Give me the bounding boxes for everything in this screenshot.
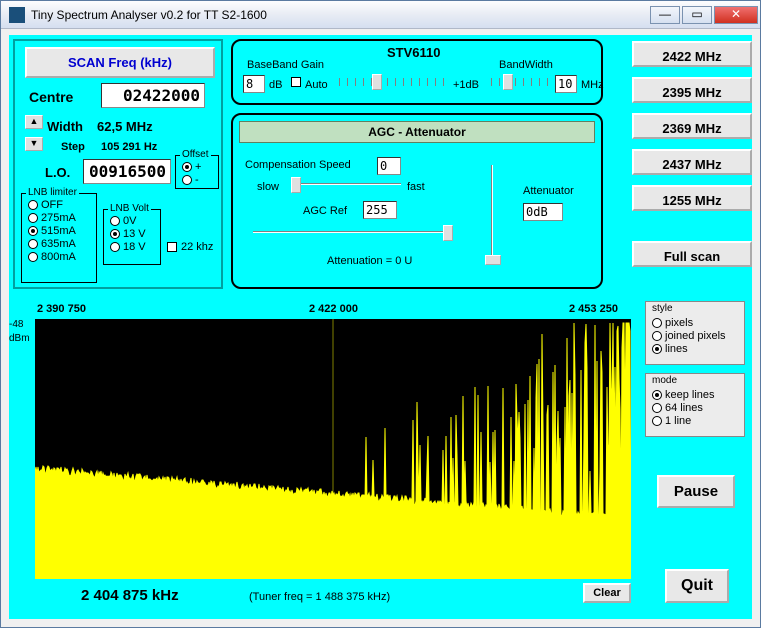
lnb-volt-legend: LNB Volt	[108, 203, 151, 214]
offset-legend: Offset	[180, 149, 211, 160]
style-opt-2[interactable]: lines	[652, 343, 738, 355]
lnb-limiter-opt-0[interactable]: OFF	[28, 199, 90, 211]
agc-ref-slider[interactable]	[253, 223, 453, 241]
stv-panel: STV6110 BaseBand Gain dB Auto +1dB BandW…	[231, 39, 603, 105]
preset-button-1[interactable]: 2395 MHz	[632, 77, 752, 103]
lnb-volt-opt-2[interactable]: 18 V	[110, 241, 154, 253]
lnb-limiter-opt-1[interactable]: 275mA	[28, 212, 90, 224]
gain-slider[interactable]	[339, 73, 449, 91]
22khz-checkbox[interactable]: 22 khz	[167, 241, 213, 253]
agc-title: AGC - Attenuator	[239, 121, 595, 143]
mode-opt-2[interactable]: 1 line	[652, 415, 738, 427]
lnb-limiter-group: LNB limiter OFF275mA515mA635mA800mA	[21, 193, 97, 283]
lnb-limiter-legend: LNB limiter	[26, 187, 79, 198]
freq-center: 2 422 000	[309, 303, 358, 315]
comp-slider[interactable]	[291, 175, 401, 193]
window-title: Tiny Spectrum Analyser v0.2 for TT S2-16…	[31, 8, 648, 22]
preset-button-2[interactable]: 2369 MHz	[632, 113, 752, 139]
fullscan-button[interactable]: Full scan	[632, 241, 752, 267]
offset-minus[interactable]: -	[182, 174, 212, 186]
stv-title: STV6110	[387, 45, 441, 60]
quit-button[interactable]: Quit	[665, 569, 729, 603]
lo-label: L.O.	[45, 165, 70, 180]
atten-result: Attenuation = 0 U	[327, 255, 412, 267]
agc-ref-label: AGC Ref	[303, 205, 347, 217]
y-top: -48	[9, 319, 23, 330]
style-opt-1[interactable]: joined pixels	[652, 330, 738, 342]
comp-input[interactable]	[377, 157, 401, 175]
slow-label: slow	[257, 181, 279, 193]
lnb-volt-group: LNB Volt 0V13 V18 V	[103, 209, 161, 265]
attenuator-input[interactable]	[523, 203, 563, 221]
pause-button[interactable]: Pause	[657, 475, 735, 508]
width-up-button[interactable]: ▲	[25, 115, 43, 129]
preset-button-0[interactable]: 2422 MHz	[632, 41, 752, 67]
lo-input[interactable]	[83, 159, 171, 184]
bw-input[interactable]	[555, 75, 577, 93]
titlebar[interactable]: Tiny Spectrum Analyser v0.2 for TT S2-16…	[1, 1, 760, 29]
app-window: Tiny Spectrum Analyser v0.2 for TT S2-16…	[0, 0, 761, 628]
scan-header-button[interactable]: SCAN Freq (kHz)	[25, 47, 215, 78]
offset-group: Offset + -	[175, 155, 219, 189]
maximize-button[interactable]: ▭	[682, 6, 712, 24]
mode-opt-0[interactable]: keep lines	[652, 389, 738, 401]
bbgain-label: BaseBand Gain	[247, 59, 324, 71]
y-unit: dBm	[9, 333, 30, 344]
bbgain-input[interactable]	[243, 75, 265, 93]
agc-ref-input[interactable]	[363, 201, 397, 219]
lnb-limiter-opt-4[interactable]: 800mA	[28, 251, 90, 263]
mode-opt-1[interactable]: 64 lines	[652, 402, 738, 414]
auto-checkbox[interactable]	[291, 77, 301, 90]
spectrum-svg	[35, 319, 631, 579]
spectrum-display[interactable]	[35, 319, 631, 579]
step-label: Step	[61, 141, 85, 153]
lnb-limiter-opt-3[interactable]: 635mA	[28, 238, 90, 250]
client-area: SCAN Freq (kHz) Centre ▲ ▼ Width 62,5 MH…	[9, 35, 752, 619]
agc-panel: AGC - Attenuator Compensation Speed slow…	[231, 113, 603, 289]
fast-label: fast	[407, 181, 425, 193]
minimize-button[interactable]: —	[650, 6, 680, 24]
style-legend: style	[652, 303, 673, 314]
width-down-button[interactable]: ▼	[25, 137, 43, 151]
clear-button[interactable]: Clear	[583, 583, 631, 603]
tuner-line: (Tuner freq = 1 488 375 kHz)	[249, 591, 390, 603]
lnb-limiter-opt-2[interactable]: 515mA	[28, 225, 90, 237]
freq-right: 2 453 250	[569, 303, 618, 315]
auto-label: Auto	[305, 79, 328, 91]
freq-left: 2 390 750	[37, 303, 86, 315]
close-button[interactable]: ✕	[714, 6, 758, 24]
comp-label: Compensation Speed	[245, 159, 351, 171]
bw-slider[interactable]	[491, 73, 551, 91]
attenuator-label: Attenuator	[523, 185, 574, 197]
lnb-volt-opt-1[interactable]: 13 V	[110, 228, 154, 240]
lnb-volt-opt-0[interactable]: 0V	[110, 215, 154, 227]
scan-panel: SCAN Freq (kHz) Centre ▲ ▼ Width 62,5 MH…	[13, 39, 223, 289]
preset-button-4[interactable]: 1255 MHz	[632, 185, 752, 211]
style-opt-0[interactable]: pixels	[652, 317, 738, 329]
style-group: style pixelsjoined pixelslines	[645, 301, 745, 365]
plus1db-label: +1dB	[453, 79, 479, 91]
cursor-freq: 2 404 875 kHz	[81, 587, 179, 604]
preset-button-3[interactable]: 2437 MHz	[632, 149, 752, 175]
attenuator-vslider[interactable]	[483, 165, 503, 265]
width-label: Width	[47, 119, 83, 134]
bw-label: BandWidth	[499, 59, 553, 71]
mode-group: mode keep lines64 lines1 line	[645, 373, 745, 437]
offset-plus[interactable]: +	[182, 161, 212, 173]
mode-legend: mode	[652, 375, 677, 386]
checkbox-icon	[167, 242, 177, 252]
centre-label: Centre	[29, 89, 73, 105]
app-icon	[9, 7, 25, 23]
step-value: 105 291 Hz	[101, 141, 157, 153]
bw-unit: MHz	[581, 79, 604, 91]
width-value: 62,5 MHz	[97, 119, 153, 134]
centre-input[interactable]	[101, 83, 205, 108]
bbgain-unit: dB	[269, 79, 282, 91]
